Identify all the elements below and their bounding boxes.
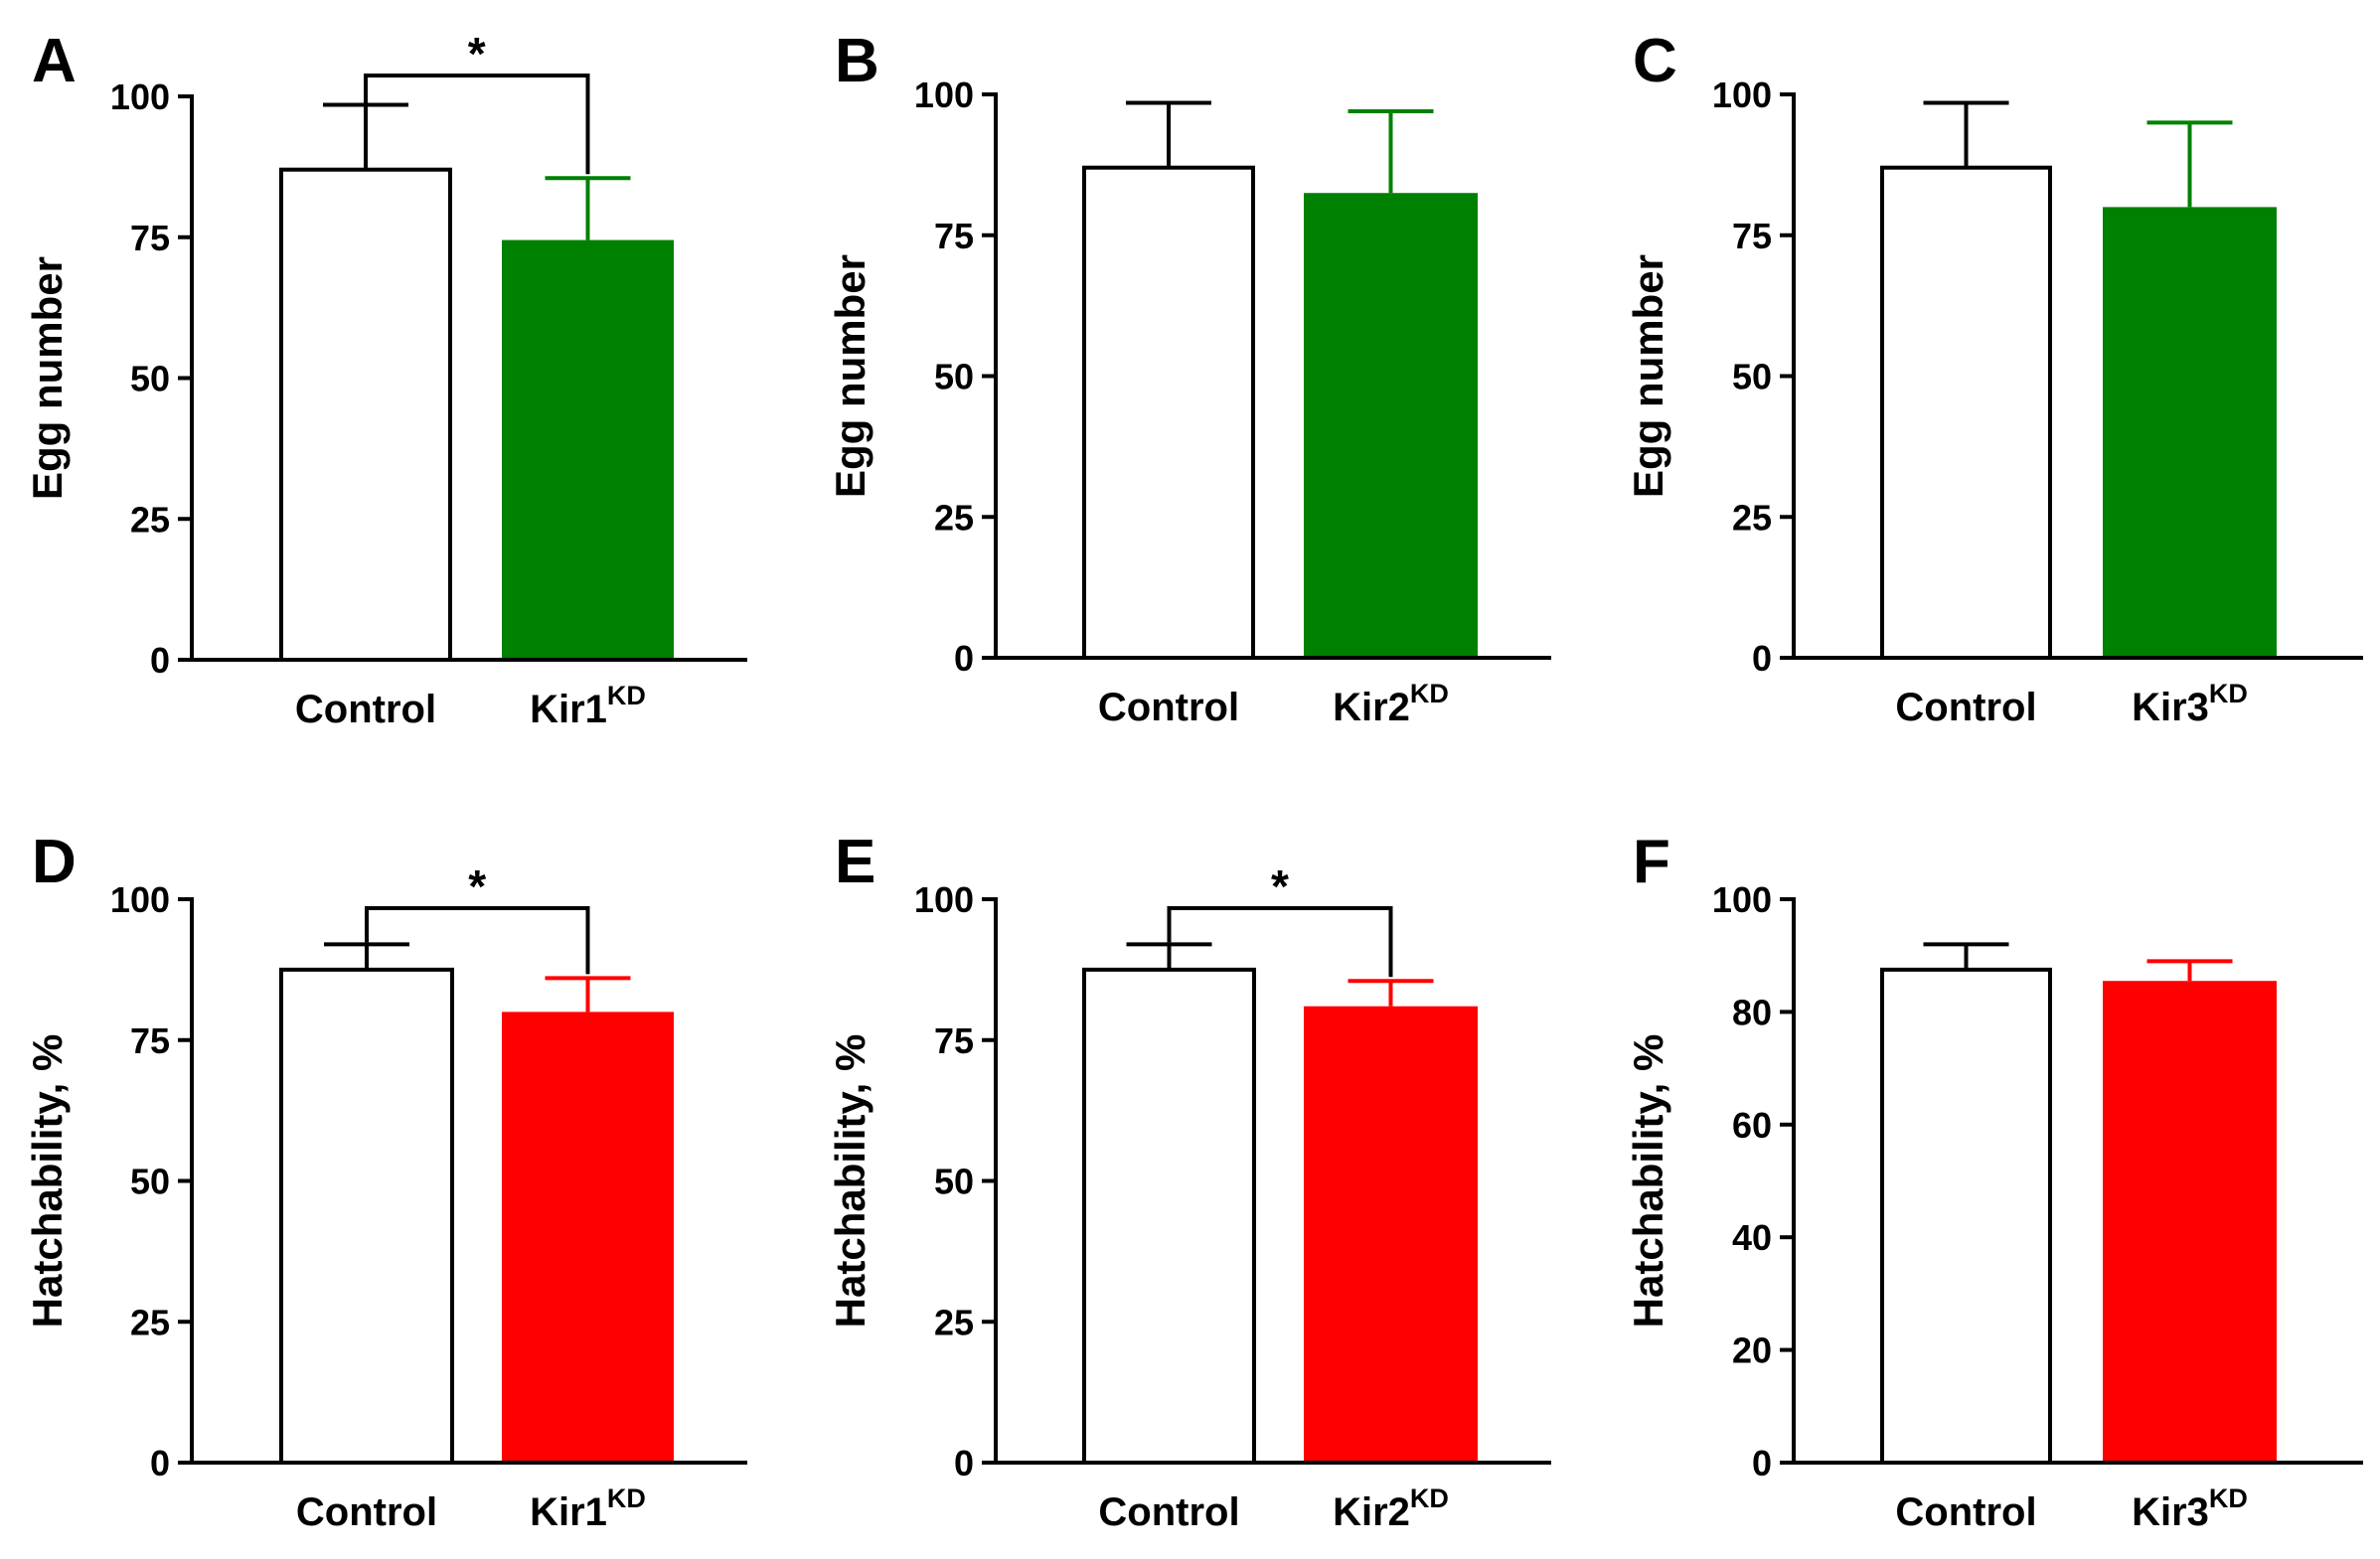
category-label: Kir3KD xyxy=(2132,1483,2248,1534)
category-name: Kir2 xyxy=(1333,686,1410,729)
y-tick-label: 50 xyxy=(1732,357,1772,397)
y-tick-label: 75 xyxy=(130,218,170,258)
category-label: Control xyxy=(296,1490,437,1534)
significance-bracket xyxy=(1167,906,1393,978)
y-tick-label: 25 xyxy=(934,497,974,538)
significance-star: * xyxy=(1271,860,1289,912)
significance-bracket xyxy=(364,74,590,175)
y-tick-label: 25 xyxy=(130,1302,170,1342)
y-tick-label: 0 xyxy=(150,1443,170,1483)
y-tick-label: 100 xyxy=(1712,879,1772,920)
bar-control xyxy=(1880,967,2052,1465)
category-label: Kir1KD xyxy=(530,681,646,731)
category-name: Control xyxy=(296,1490,437,1534)
y-tick-label: 100 xyxy=(110,879,170,920)
y-tick-label: 80 xyxy=(1732,992,1772,1032)
y-tick-label: 50 xyxy=(130,359,170,399)
y-tick-label: 100 xyxy=(1712,75,1772,115)
category-label: Kir1KD xyxy=(530,1483,646,1534)
panel-label: E xyxy=(835,828,875,896)
y-axis-title: Egg number xyxy=(827,254,873,498)
bar-kir3 xyxy=(2103,207,2277,658)
y-axis-title: Hatchability, % xyxy=(24,1034,71,1328)
y-tick-label: 50 xyxy=(934,1162,974,1202)
category-label: Kir2KD xyxy=(1333,1483,1449,1534)
y-axis-title: Hatchability, % xyxy=(827,1034,873,1328)
y-tick-label: 75 xyxy=(934,216,974,256)
bar-kir2 xyxy=(1304,1006,1478,1463)
category-superscript: KD xyxy=(2209,679,2248,708)
category-label: Control xyxy=(1895,686,2036,729)
y-tick-label: 25 xyxy=(1732,497,1772,538)
category-name: Control xyxy=(295,688,436,731)
y-tick-label: 60 xyxy=(1732,1105,1772,1146)
category-name: Control xyxy=(1895,686,2036,729)
chart-panel-A: A 0 25 50 75 100 Egg number Control Kir1KD * xyxy=(24,27,747,731)
y-tick-label: 0 xyxy=(954,1443,974,1483)
category-name: Control xyxy=(1098,686,1239,729)
category-superscript: KD xyxy=(607,1483,646,1513)
category-superscript: KD xyxy=(2209,1483,2248,1513)
category-label: Control xyxy=(295,688,436,731)
y-tick-label: 0 xyxy=(954,638,974,679)
y-tick-label: 75 xyxy=(130,1020,170,1061)
y-axis-title: Egg number xyxy=(24,256,71,500)
bar-control xyxy=(1082,967,1256,1465)
chart-panel-D: D 0 25 50 75 100 Hatchability, % Control Kir1KD * xyxy=(24,828,747,1534)
category-label: Control xyxy=(1098,686,1239,729)
category-name: Kir1 xyxy=(530,688,607,731)
bar-kir2 xyxy=(1304,193,1478,658)
y-tick-label: 20 xyxy=(1732,1330,1772,1371)
panel-label: D xyxy=(32,828,77,896)
y-tick-label: 100 xyxy=(914,75,974,115)
chart-panel-E: E 0 25 50 75 100 Hatchability, % Control Kir2KD * xyxy=(827,828,1551,1534)
category-name: Control xyxy=(1895,1490,2036,1534)
y-tick-label: 0 xyxy=(1752,1443,1772,1483)
y-tick-label: 75 xyxy=(1732,216,1772,256)
y-axis-title: Egg number xyxy=(1625,254,1671,498)
category-name: Kir3 xyxy=(2132,1490,2209,1534)
category-superscript: KD xyxy=(1410,1483,1449,1513)
y-tick-label: 75 xyxy=(934,1020,974,1061)
panel-label: C xyxy=(1633,27,1677,95)
y-tick-label: 100 xyxy=(110,77,170,117)
category-superscript: KD xyxy=(1410,679,1449,708)
y-tick-label: 50 xyxy=(934,357,974,397)
y-tick-label: 25 xyxy=(934,1302,974,1342)
y-tick-label: 100 xyxy=(914,879,974,920)
chart-panel-C: C 0 25 50 75 100 Egg number Control Kir3KD xyxy=(1625,27,2363,729)
bar-control xyxy=(1880,165,2052,661)
panel-label: B xyxy=(835,27,879,95)
y-tick-label: 25 xyxy=(130,499,170,540)
category-name: Kir3 xyxy=(2132,686,2209,729)
category-label: Control xyxy=(1098,1490,1239,1534)
category-superscript: KD xyxy=(607,681,646,710)
bar-control xyxy=(1082,165,1255,661)
bar-kir1 xyxy=(502,1012,674,1463)
bar-kir3 xyxy=(2103,981,2277,1463)
bar-kir1 xyxy=(502,239,674,660)
category-name: Kir1 xyxy=(530,1490,607,1534)
significance-star: * xyxy=(468,28,486,79)
category-label: Kir2KD xyxy=(1333,679,1449,729)
panel-label: A xyxy=(32,27,77,95)
category-label: Kir3KD xyxy=(2132,679,2248,729)
significance-bracket xyxy=(365,906,590,975)
panel-label: F xyxy=(1633,828,1670,896)
chart-panel-F: F 0 20 40 60 80 100 Hatchability, % Control Kir3K… xyxy=(1625,828,2363,1534)
y-tick-label: 0 xyxy=(150,640,170,681)
bar-control xyxy=(279,167,452,663)
y-tick-label: 0 xyxy=(1752,638,1772,679)
category-name: Control xyxy=(1098,1490,1239,1534)
bar-control xyxy=(279,967,454,1465)
category-label: Control xyxy=(1895,1490,2036,1534)
significance-star: * xyxy=(468,860,486,912)
y-tick-label: 50 xyxy=(130,1162,170,1202)
y-axis-title: Hatchability, % xyxy=(1625,1034,1671,1328)
chart-panel-B: B 0 25 50 75 100 Egg number Control Kir2KD xyxy=(827,27,1551,729)
category-name: Kir2 xyxy=(1333,1490,1410,1534)
y-tick-label: 40 xyxy=(1732,1217,1772,1258)
